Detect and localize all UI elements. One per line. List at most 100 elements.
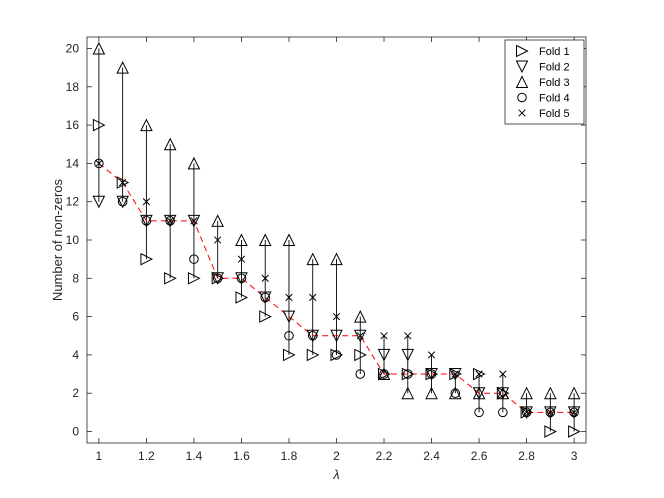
point-fold-2 bbox=[211, 272, 224, 285]
markers bbox=[92, 41, 581, 438]
point-fold-3 bbox=[472, 386, 486, 400]
point-fold-2 bbox=[401, 348, 415, 362]
point-fold-5 bbox=[380, 332, 388, 340]
y-tick-label: 12 bbox=[66, 195, 80, 209]
point-fold-4 bbox=[379, 369, 389, 379]
point-fold-2 bbox=[449, 368, 462, 381]
point-fold-2 bbox=[520, 406, 533, 419]
point-fold-4 bbox=[545, 407, 556, 418]
point-fold-3 bbox=[258, 233, 272, 246]
x-axis: 1 1.2 1.4 1.6 1.8 2 2.2 2.4 2.6 2.8 3 bbox=[96, 37, 578, 463]
point-fold-5 bbox=[356, 332, 364, 340]
point-fold-1 bbox=[473, 367, 486, 381]
legend-marker bbox=[515, 60, 529, 74]
y-tick-label: 2 bbox=[72, 386, 79, 400]
x-tick-label: 2.8 bbox=[518, 449, 535, 463]
point-fold-5 bbox=[285, 293, 293, 302]
point-fold-2 bbox=[187, 214, 201, 228]
point-fold-3 bbox=[567, 386, 581, 400]
point-fold-2 bbox=[377, 348, 391, 362]
point-fold-2 bbox=[92, 195, 106, 209]
point-fold-5 bbox=[451, 370, 459, 378]
x-tick-label: 2.6 bbox=[471, 449, 488, 463]
point-fold-4 bbox=[450, 388, 461, 399]
point-fold-3 bbox=[306, 252, 320, 266]
point-fold-1 bbox=[520, 406, 534, 419]
point-fold-3 bbox=[496, 386, 510, 400]
legend: Fold 1 Fold 2 Fold 3 Fold 4 Fold 5 bbox=[504, 39, 585, 125]
point-fold-3 bbox=[425, 386, 438, 400]
legend-entry: Fold 4 bbox=[517, 92, 570, 105]
x-tick-label: 1.6 bbox=[233, 449, 250, 463]
point-fold-4 bbox=[307, 330, 318, 341]
x-tick-label: 3 bbox=[571, 449, 578, 463]
point-fold-5 bbox=[166, 217, 174, 225]
point-fold-1 bbox=[259, 310, 272, 323]
point-fold-1 bbox=[116, 176, 130, 189]
mean-line-group bbox=[98, 163, 575, 413]
point-fold-1 bbox=[235, 291, 249, 304]
legend-entry: Fold 1 bbox=[516, 44, 570, 58]
y-axis-label: Number of non-zeros bbox=[50, 178, 65, 301]
point-fold-2 bbox=[258, 291, 272, 305]
legend-entry: Fold 5 bbox=[518, 108, 570, 120]
x-tick-label: 1.8 bbox=[281, 449, 298, 463]
point-fold-3 bbox=[449, 386, 462, 400]
legend-label: Fold 3 bbox=[539, 77, 570, 89]
point-fold-4 bbox=[331, 350, 342, 360]
legend-box bbox=[504, 39, 585, 125]
point-fold-5 bbox=[546, 408, 555, 417]
point-fold-5 bbox=[118, 178, 127, 187]
point-fold-5 bbox=[427, 351, 436, 359]
legend-marker bbox=[517, 92, 527, 103]
point-fold-1 bbox=[568, 425, 581, 438]
point-fold-1 bbox=[330, 348, 344, 362]
point-fold-4 bbox=[141, 216, 152, 226]
point-fold-1 bbox=[378, 367, 391, 381]
y-tick-label: 18 bbox=[66, 80, 80, 94]
point-fold-5 bbox=[95, 159, 103, 168]
point-fold-4 bbox=[260, 292, 271, 303]
point-fold-3 bbox=[211, 214, 224, 227]
x-axis-label: λ bbox=[332, 467, 339, 482]
point-fold-2 bbox=[425, 368, 438, 381]
point-fold-3 bbox=[520, 386, 533, 400]
y-tick-label: 10 bbox=[66, 233, 80, 247]
point-fold-1 bbox=[282, 348, 296, 362]
legend-marker bbox=[515, 75, 529, 88]
point-fold-4 bbox=[284, 330, 294, 341]
point-fold-3 bbox=[92, 41, 106, 55]
point-fold-1 bbox=[354, 348, 367, 362]
point-fold-1 bbox=[401, 367, 415, 381]
point-fold-1 bbox=[187, 271, 201, 285]
point-fold-3 bbox=[187, 156, 201, 170]
point-fold-5 bbox=[570, 408, 578, 417]
point-fold-3 bbox=[163, 137, 177, 151]
point-fold-3 bbox=[140, 118, 153, 132]
point-fold-5 bbox=[522, 408, 531, 417]
point-fold-1 bbox=[544, 425, 557, 438]
x-tick-label: 2 bbox=[333, 449, 340, 463]
legend-label: Fold 5 bbox=[539, 108, 570, 120]
x-tick-label: 2.4 bbox=[423, 449, 440, 463]
point-fold-2 bbox=[330, 329, 343, 343]
point-fold-4 bbox=[117, 196, 128, 207]
series-2 bbox=[92, 195, 581, 419]
legend-marker bbox=[518, 109, 526, 117]
y-tick-label: 6 bbox=[72, 310, 79, 324]
legend-label: Fold 2 bbox=[539, 62, 570, 74]
point-fold-2 bbox=[306, 329, 320, 343]
point-fold-4 bbox=[474, 407, 484, 418]
y-tick-label: 14 bbox=[66, 156, 80, 170]
point-fold-5 bbox=[261, 274, 269, 282]
y-tick-label: 16 bbox=[66, 118, 80, 132]
y-tick-label: 0 bbox=[72, 425, 79, 439]
series-5 bbox=[95, 159, 578, 417]
legend-label: Fold 4 bbox=[539, 93, 570, 105]
point-fold-1 bbox=[164, 271, 177, 285]
point-fold-3 bbox=[235, 233, 248, 246]
point-fold-2 bbox=[163, 214, 177, 228]
point-fold-1 bbox=[496, 386, 510, 400]
point-fold-5 bbox=[190, 217, 198, 225]
